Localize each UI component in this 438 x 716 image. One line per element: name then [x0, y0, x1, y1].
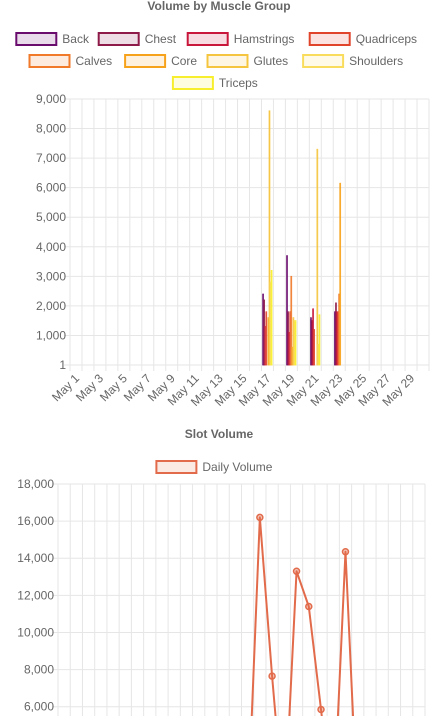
- legend-swatch-hamstrings[interactable]: [186, 32, 229, 46]
- chart1-bars: [262, 110, 342, 366]
- bar-glutes[interactable]: [268, 110, 271, 366]
- chart2-y-axis: 6,000 8,000 10,000 12,000 14,000 16,000 18,000: [17, 477, 54, 714]
- bar-calves[interactable]: [290, 275, 293, 366]
- point-daily-volume[interactable]: [268, 672, 276, 680]
- chart2-legend: Daily Volume: [155, 460, 273, 474]
- bar-quadriceps[interactable]: [313, 329, 315, 366]
- legend-swatch-chest[interactable]: [97, 32, 140, 46]
- y-tick-label: 5,000: [36, 210, 66, 224]
- legend-swatch-calves[interactable]: [28, 54, 71, 68]
- legend-swatch-back[interactable]: [15, 32, 58, 46]
- legend-label-glutes: Glutes: [254, 54, 289, 68]
- bar-triceps[interactable]: [294, 320, 297, 366]
- chart2-grid: [52, 483, 426, 716]
- bar-core[interactable]: [339, 182, 342, 366]
- y-tick-label: 8,000: [36, 122, 66, 136]
- legend-swatch-shoulders[interactable]: [302, 54, 345, 68]
- y-tick-label: 6,000: [36, 181, 66, 195]
- chart2-line: [250, 513, 355, 716]
- bar-glutes[interactable]: [316, 148, 319, 366]
- point-daily-volume[interactable]: [317, 705, 325, 714]
- y-tick-label: 7,000: [36, 151, 66, 165]
- chart1-grid: [64, 98, 430, 371]
- bar-triceps[interactable]: [270, 270, 273, 366]
- legend-swatch-triceps[interactable]: [171, 76, 214, 90]
- legend-swatch-glutes[interactable]: [206, 54, 249, 68]
- y-tick-label: 3,000: [36, 269, 66, 283]
- legend-label-calves: Calves: [76, 54, 113, 68]
- legend-swatch-quadriceps[interactable]: [308, 32, 351, 46]
- chart1-legend: Back Chest Hamstrings Quadriceps Calves Core G…: [15, 32, 417, 90]
- y-tick-label: 4,000: [36, 240, 66, 254]
- legend-label-daily-volume: Daily Volume: [202, 460, 272, 474]
- chart1-y-axis: 1 1,000 2,000 3,000 4,000 5,000 6,000 7,000 8,00…: [36, 92, 66, 372]
- legend-label-core: Core: [171, 54, 197, 68]
- bar-back[interactable]: [286, 255, 288, 366]
- point-daily-volume[interactable]: [341, 547, 350, 556]
- y-tick-label: 1,000: [36, 328, 66, 342]
- y-tick-label: 14,000: [17, 551, 54, 565]
- y-tick-label: 8,000: [24, 663, 54, 677]
- point-daily-volume[interactable]: [305, 602, 313, 611]
- line-daily-volume: [250, 516, 355, 716]
- legend-swatch-core[interactable]: [124, 54, 167, 68]
- legend-label-triceps: Triceps: [219, 76, 258, 90]
- y-tick-label: 16,000: [17, 514, 54, 528]
- legend-label-hamstrings: Hamstrings: [234, 32, 295, 46]
- y-tick-label: 18,000: [17, 477, 54, 491]
- legend-label-shoulders: Shoulders: [349, 54, 403, 68]
- legend-swatch-daily-volume[interactable]: [155, 460, 198, 474]
- legend-label-quadriceps: Quadriceps: [356, 32, 417, 46]
- y-tick-label: 1: [59, 358, 66, 372]
- legend-label-chest: Chest: [145, 32, 177, 46]
- y-tick-label: 10,000: [17, 625, 54, 639]
- y-tick-label: 9,000: [36, 92, 66, 106]
- bar-triceps[interactable]: [318, 314, 321, 366]
- bar-quadriceps[interactable]: [265, 311, 268, 366]
- chart1-title: Volume by Muscle Group: [147, 0, 290, 13]
- legend-label-back: Back: [62, 32, 90, 46]
- chart2-title: Slot Volume: [185, 427, 254, 441]
- y-tick-label: 12,000: [17, 588, 54, 602]
- y-tick-label: 2,000: [36, 299, 66, 313]
- point-daily-volume[interactable]: [256, 513, 264, 522]
- y-tick-label: 6,000: [24, 700, 54, 714]
- point-daily-volume[interactable]: [292, 567, 301, 575]
